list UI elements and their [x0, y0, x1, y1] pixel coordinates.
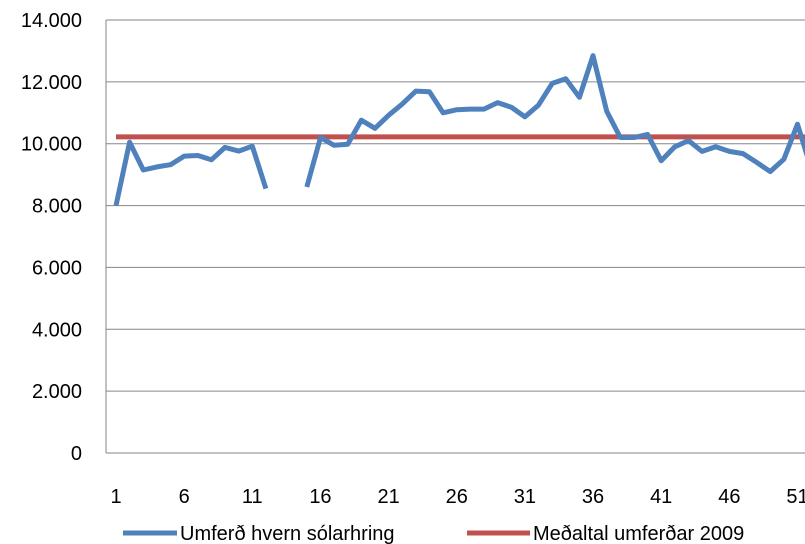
x-tick-label: 11 [242, 486, 263, 508]
y-tick-label: 2.000 [32, 381, 82, 403]
x-tick-label: 36 [582, 486, 604, 508]
axes [105, 20, 805, 454]
x-tick-label: 51 [786, 486, 805, 508]
data-series [113, 53, 805, 207]
x-tick-label: 21 [377, 486, 399, 508]
y-tick-label: 6.000 [32, 257, 82, 279]
x-tick-label: 46 [718, 486, 740, 508]
y-tick-label: 8.000 [32, 196, 82, 218]
y-tick-label: 12.000 [21, 72, 82, 94]
y-tick-label: 4.000 [32, 319, 82, 341]
x-axis-tick-labels: 1 6 11 16 21 26 31 36 41 46 51 [110, 486, 805, 508]
x-tick-label: 41 [650, 486, 672, 508]
gridlines [106, 19, 805, 392]
legend-label: Meðaltal umferðar 2009 [533, 523, 744, 544]
y-tick-label: 0 [71, 443, 82, 465]
x-tick-label: 31 [514, 486, 536, 508]
y-tick-label: 14.000 [21, 10, 82, 32]
series-line [113, 53, 805, 207]
legend-label: Umferð hvern sólarhring [180, 523, 395, 544]
x-tick-label: 6 [179, 486, 190, 508]
y-tick-label: 10.000 [21, 134, 82, 156]
x-tick-label: 16 [309, 486, 331, 508]
legend: Umferð hvern sólarhring Meðaltal umferðar… [123, 523, 744, 544]
x-tick-label: 26 [446, 486, 468, 508]
x-tick-label: 1 [110, 486, 121, 508]
y-axis-tick-labels: 0 2.000 4.000 6.000 8.000 10.000 12.000 14.000 [21, 10, 82, 465]
